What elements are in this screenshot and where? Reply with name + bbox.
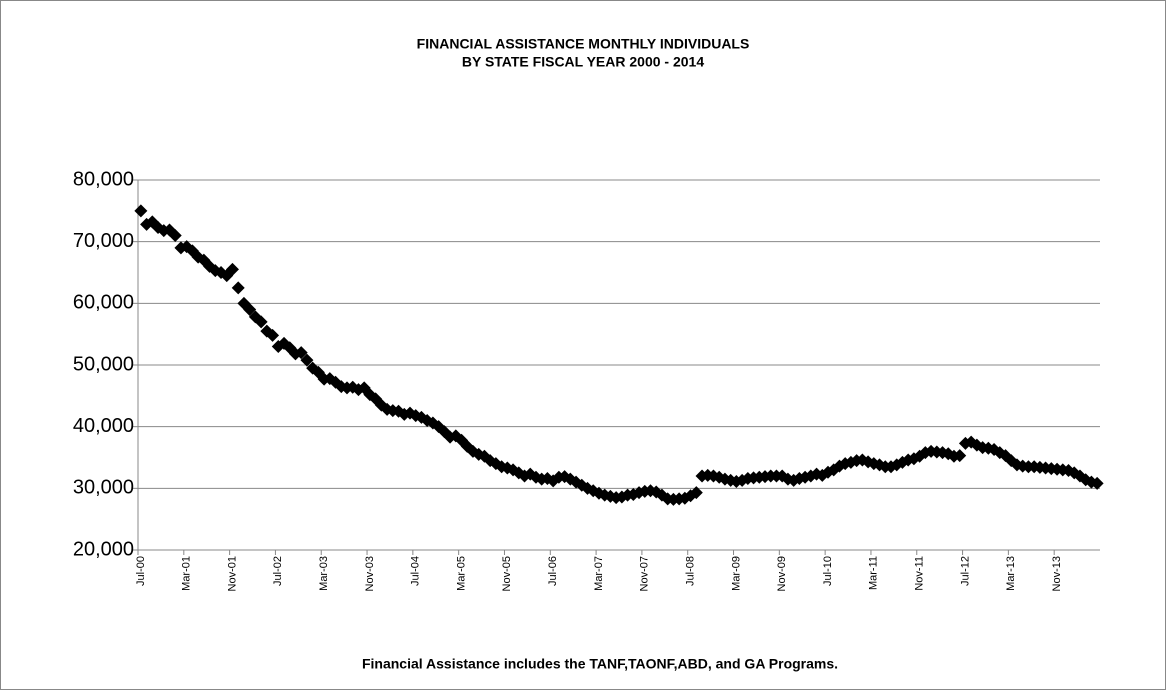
x-tick-label: Jul-02 <box>272 556 284 586</box>
data-point <box>231 281 245 295</box>
x-tick-label: Jul-08 <box>684 556 696 586</box>
x-tick-label: Mar-01 <box>181 556 193 591</box>
x-tick-label: Mar-05 <box>455 556 467 591</box>
x-tick-label: Jul-00 <box>135 556 147 586</box>
footnote: Financial Assistance includes the TANF,T… <box>362 656 838 672</box>
data-point <box>134 204 148 218</box>
data-point <box>243 303 257 316</box>
x-tick-label: Nov-05 <box>501 556 513 591</box>
data-point <box>168 229 182 242</box>
x-tick-label: Nov-03 <box>364 556 376 591</box>
data-point <box>225 262 239 276</box>
y-tick-label: 20,000 <box>73 538 134 560</box>
y-tick-label: 50,000 <box>73 353 134 375</box>
x-tick-label: Nov-13 <box>1051 556 1063 591</box>
chart-title: FINANCIAL ASSISTANCE MONTHLY INDIVIDUALS <box>417 36 750 52</box>
data-point <box>254 315 268 329</box>
y-tick-label: 40,000 <box>73 415 134 437</box>
x-tick-label: Jul-06 <box>547 556 559 586</box>
x-tick-label: Nov-09 <box>776 556 788 591</box>
x-tick-label: Nov-07 <box>639 556 651 591</box>
x-tick-label: Jul-04 <box>410 556 422 586</box>
data-point <box>1090 476 1104 490</box>
x-tick-label: Mar-03 <box>318 556 330 591</box>
x-tick-label: Mar-13 <box>1005 556 1017 591</box>
data-point <box>294 346 308 360</box>
x-tick-label: Mar-07 <box>593 556 605 591</box>
data-point <box>266 328 280 342</box>
y-tick-label: 80,000 <box>73 168 134 190</box>
x-tick-label: Mar-11 <box>868 556 880 590</box>
x-tick-label: Mar-09 <box>730 556 742 591</box>
x-tick-label: Jul-10 <box>822 556 834 586</box>
x-tick-label: Nov-11 <box>914 556 926 591</box>
chart-subtitle: BY STATE FISCAL YEAR 2000 - 2014 <box>462 54 704 70</box>
x-tick-label: Nov-01 <box>226 556 238 591</box>
y-tick-label: 30,000 <box>73 477 134 499</box>
x-tick-label: Jul-12 <box>959 556 971 586</box>
y-tick-label: 60,000 <box>73 292 134 314</box>
data-point <box>953 449 967 463</box>
data-point <box>300 353 314 367</box>
y-tick-label: 70,000 <box>73 230 134 252</box>
data-point <box>689 486 703 500</box>
